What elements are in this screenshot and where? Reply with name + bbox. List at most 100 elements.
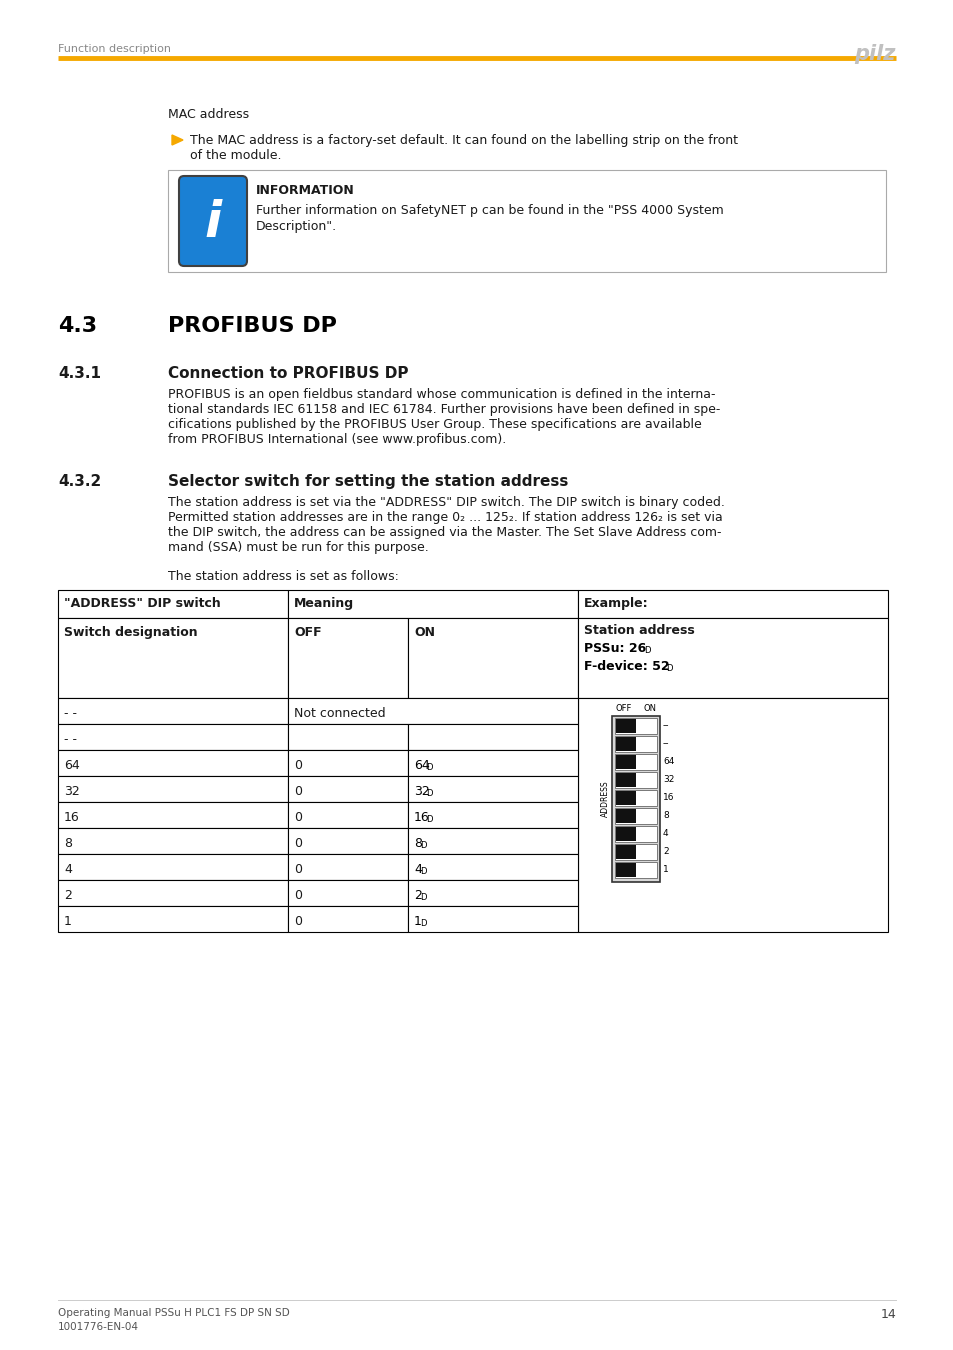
Bar: [58, 776, 288, 802]
Bar: [615, 755, 657, 770]
Text: Selector switch for setting the station address: Selector switch for setting the station …: [168, 474, 568, 489]
Text: Permitted station addresses are in the range 0₂ ... 125₂. If station address 126: Permitted station addresses are in the r…: [168, 512, 722, 524]
Text: 64: 64: [414, 759, 429, 772]
Text: pilz: pilz: [854, 45, 895, 63]
Bar: [408, 855, 578, 880]
Bar: [578, 590, 887, 618]
Bar: [616, 828, 636, 841]
Bar: [168, 170, 885, 271]
Text: 16: 16: [414, 811, 429, 824]
Bar: [408, 880, 578, 906]
FancyBboxPatch shape: [179, 176, 247, 266]
Bar: [615, 736, 657, 752]
Text: Function description: Function description: [58, 45, 171, 54]
Text: tional standards IEC 61158 and IEC 61784. Further provisions have been defined i: tional standards IEC 61158 and IEC 61784…: [168, 404, 720, 416]
Bar: [615, 718, 657, 734]
Text: 4: 4: [662, 829, 668, 838]
Text: --: --: [662, 740, 669, 748]
Text: Example:: Example:: [583, 597, 648, 610]
Text: 2: 2: [414, 890, 421, 902]
Bar: [408, 618, 578, 698]
Text: 8: 8: [662, 811, 668, 821]
Bar: [408, 802, 578, 828]
Text: D: D: [426, 788, 433, 798]
Text: PROFIBUS DP: PROFIBUS DP: [168, 316, 336, 336]
Bar: [58, 724, 288, 751]
Text: 0: 0: [294, 915, 302, 927]
Bar: [616, 737, 636, 751]
Text: 32: 32: [64, 784, 80, 798]
Text: Meaning: Meaning: [294, 597, 354, 610]
Text: The MAC address is a factory-set default. It can found on the labelling strip on: The MAC address is a factory-set default…: [190, 134, 738, 147]
Bar: [616, 845, 636, 859]
Bar: [408, 906, 578, 931]
Text: D: D: [419, 867, 426, 876]
Bar: [408, 751, 578, 776]
Text: - -: - -: [64, 733, 77, 747]
Text: of the module.: of the module.: [190, 148, 281, 162]
Bar: [615, 844, 657, 860]
Text: Further information on SafetyNET p can be found in the "PSS 4000 System: Further information on SafetyNET p can b…: [255, 204, 723, 217]
Text: 8: 8: [64, 837, 71, 850]
Bar: [288, 828, 408, 855]
Text: 4.3.1: 4.3.1: [58, 366, 101, 381]
Text: Connection to PROFIBUS DP: Connection to PROFIBUS DP: [168, 366, 408, 381]
Bar: [408, 776, 578, 802]
Bar: [408, 724, 578, 751]
Text: Station address: Station address: [583, 624, 694, 637]
Text: OFF: OFF: [294, 626, 321, 639]
Bar: [288, 880, 408, 906]
Text: 1: 1: [414, 915, 421, 927]
Text: 4: 4: [64, 863, 71, 876]
Text: D: D: [643, 647, 650, 655]
Text: OFF: OFF: [616, 703, 632, 713]
Text: 1: 1: [662, 865, 668, 875]
Bar: [288, 618, 408, 698]
Text: 0: 0: [294, 811, 302, 824]
Bar: [58, 618, 288, 698]
Text: Operating Manual PSSu H PLC1 FS DP SN SD: Operating Manual PSSu H PLC1 FS DP SN SD: [58, 1308, 290, 1318]
Text: Not connected: Not connected: [294, 707, 385, 720]
Bar: [615, 809, 657, 824]
Bar: [615, 863, 657, 878]
Text: 8: 8: [414, 837, 421, 850]
Text: 16: 16: [662, 794, 674, 802]
Bar: [408, 828, 578, 855]
Bar: [615, 790, 657, 806]
Text: --: --: [662, 721, 669, 730]
Bar: [616, 755, 636, 770]
Text: 1: 1: [64, 915, 71, 927]
Text: INFORMATION: INFORMATION: [255, 184, 355, 197]
Text: - -: - -: [64, 707, 77, 720]
Bar: [58, 590, 288, 618]
Bar: [616, 720, 636, 733]
Text: ADDRESS: ADDRESS: [599, 780, 609, 817]
Bar: [288, 751, 408, 776]
Bar: [58, 698, 288, 724]
Polygon shape: [172, 135, 183, 144]
Bar: [58, 855, 288, 880]
Text: 0: 0: [294, 890, 302, 902]
Text: 64: 64: [64, 759, 80, 772]
Text: the DIP switch, the address can be assigned via the Master. The Set Slave Addres: the DIP switch, the address can be assig…: [168, 526, 720, 539]
Bar: [578, 618, 887, 698]
Text: 32: 32: [662, 775, 674, 784]
Text: 4: 4: [414, 863, 421, 876]
Bar: [612, 716, 659, 882]
Bar: [288, 802, 408, 828]
Text: 0: 0: [294, 784, 302, 798]
Text: 0: 0: [294, 863, 302, 876]
Bar: [58, 828, 288, 855]
Bar: [616, 791, 636, 805]
Text: mand (SSA) must be run for this purpose.: mand (SSA) must be run for this purpose.: [168, 541, 428, 554]
Text: D: D: [426, 763, 433, 772]
Bar: [288, 590, 578, 618]
Text: 1001776-EN-04: 1001776-EN-04: [58, 1322, 139, 1332]
Bar: [616, 863, 636, 878]
Text: 16: 16: [64, 811, 80, 824]
Text: 32: 32: [414, 784, 429, 798]
Text: "ADDRESS" DIP switch: "ADDRESS" DIP switch: [64, 597, 220, 610]
Bar: [58, 906, 288, 931]
Text: ON: ON: [643, 703, 656, 713]
Text: from PROFIBUS International (see www.profibus.com).: from PROFIBUS International (see www.pro…: [168, 433, 506, 446]
